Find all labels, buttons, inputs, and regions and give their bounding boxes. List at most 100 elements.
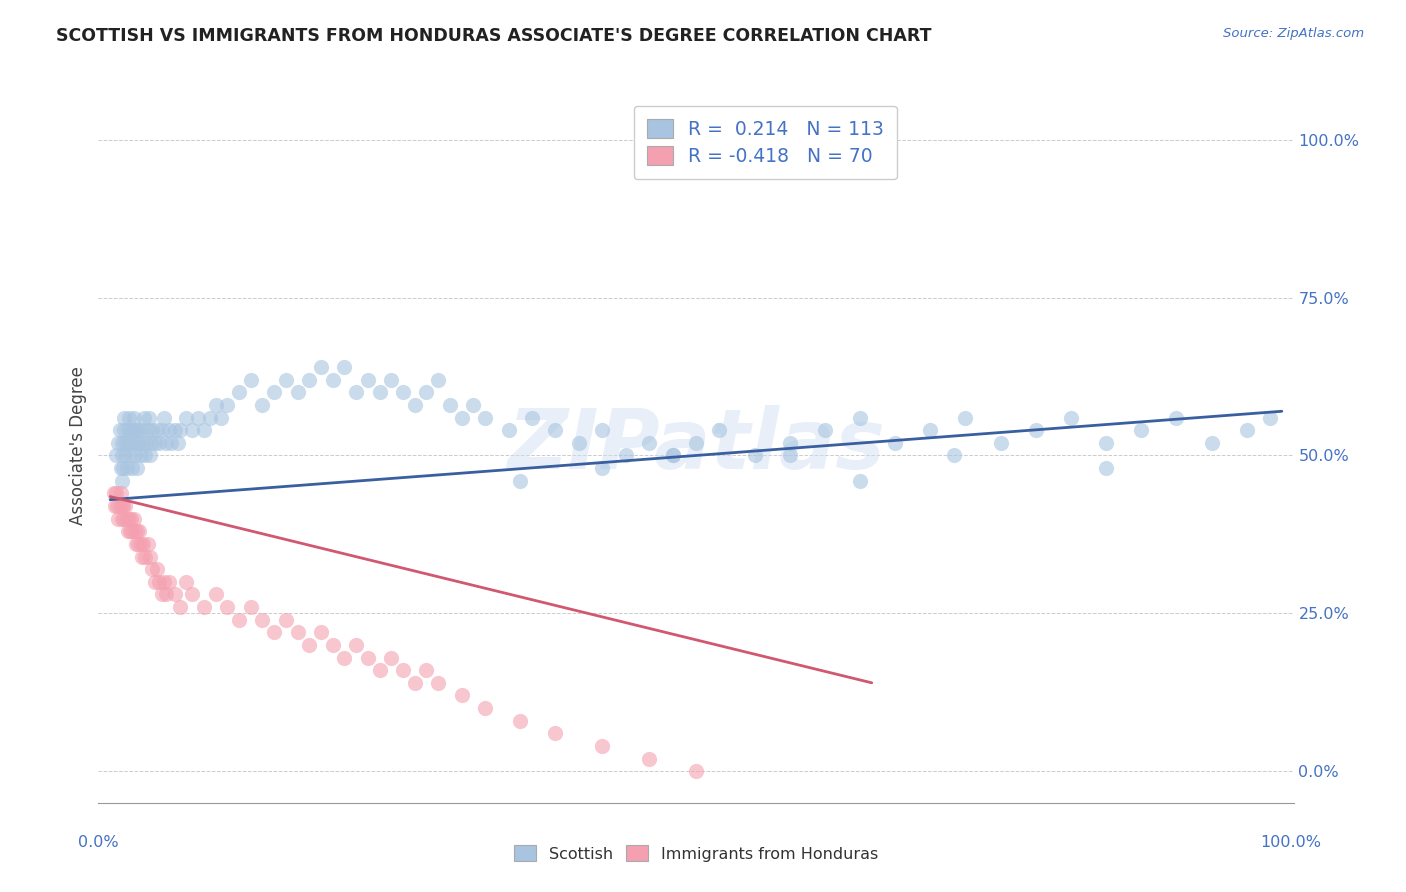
Point [498,423,520,437]
Point [204,398,226,412]
Point [129,449,152,463]
Point [217,398,239,412]
Point [333,360,356,375]
Point [131,549,153,564]
Text: Source: ZipAtlas.com: Source: ZipAtlas.com [1223,27,1364,40]
Point [439,398,461,412]
Point [661,449,683,463]
Point [181,423,204,437]
Point [392,385,415,400]
Point [368,663,391,677]
Point [141,435,163,450]
Point [239,373,262,387]
Point [591,461,613,475]
Point [181,587,204,601]
Y-axis label: Associate's Degree: Associate's Degree [69,367,87,525]
Point [357,373,380,387]
Point [103,486,125,500]
Point [344,638,367,652]
Point [568,435,591,450]
Point [167,435,190,450]
Point [111,511,134,525]
Point [942,449,965,463]
Point [118,410,141,425]
Point [591,739,613,753]
Point [322,638,344,652]
Point [193,600,215,615]
Point [157,574,180,589]
Point [638,751,661,765]
Point [146,562,169,576]
Point [779,435,801,450]
Point [263,385,285,400]
Point [155,587,177,601]
Point [114,449,136,463]
Point [685,764,707,779]
Point [146,423,169,437]
Point [111,474,134,488]
Point [112,423,135,437]
Text: SCOTTISH VS IMMIGRANTS FROM HONDURAS ASSOCIATE'S DEGREE CORRELATION CHART: SCOTTISH VS IMMIGRANTS FROM HONDURAS ASS… [56,27,932,45]
Point [287,385,309,400]
Point [274,373,297,387]
Point [187,410,209,425]
Point [252,613,274,627]
Point [309,625,332,640]
Point [129,537,152,551]
Point [120,511,142,525]
Point [143,435,166,450]
Point [105,449,128,463]
Point [368,385,391,400]
Point [121,524,143,539]
Point [685,435,707,450]
Point [157,423,180,437]
Point [211,410,233,425]
Point [143,574,166,589]
Point [169,600,191,615]
Point [614,449,637,463]
Point [239,600,262,615]
Point [263,625,285,640]
Point [112,410,135,425]
Point [105,486,128,500]
Point [110,461,132,475]
Point [108,423,131,437]
Point [148,574,170,589]
Point [661,449,683,463]
Point [124,524,146,539]
Point [155,435,177,450]
Point [1060,410,1083,425]
Point [150,423,173,437]
Point [1025,423,1047,437]
Point [204,587,226,601]
Point [121,461,143,475]
Point [463,398,485,412]
Point [814,423,837,437]
Point [120,449,141,463]
Point [112,499,135,513]
Point [120,524,141,539]
Point [107,435,129,450]
Point [322,373,344,387]
Point [274,613,297,627]
Point [990,435,1012,450]
Point [160,435,183,450]
Point [117,435,139,450]
Point [108,499,131,513]
Point [1095,435,1118,450]
Point [638,435,661,450]
Point [153,410,176,425]
Point [544,726,567,740]
Point [744,449,766,463]
Point [139,549,162,564]
Point [450,410,472,425]
Point [779,449,801,463]
Point [153,574,176,589]
Point [1166,410,1188,425]
Point [128,423,150,437]
Point [544,423,567,437]
Point [884,435,907,450]
Point [105,499,128,513]
Point [1130,423,1153,437]
Point [132,410,156,425]
